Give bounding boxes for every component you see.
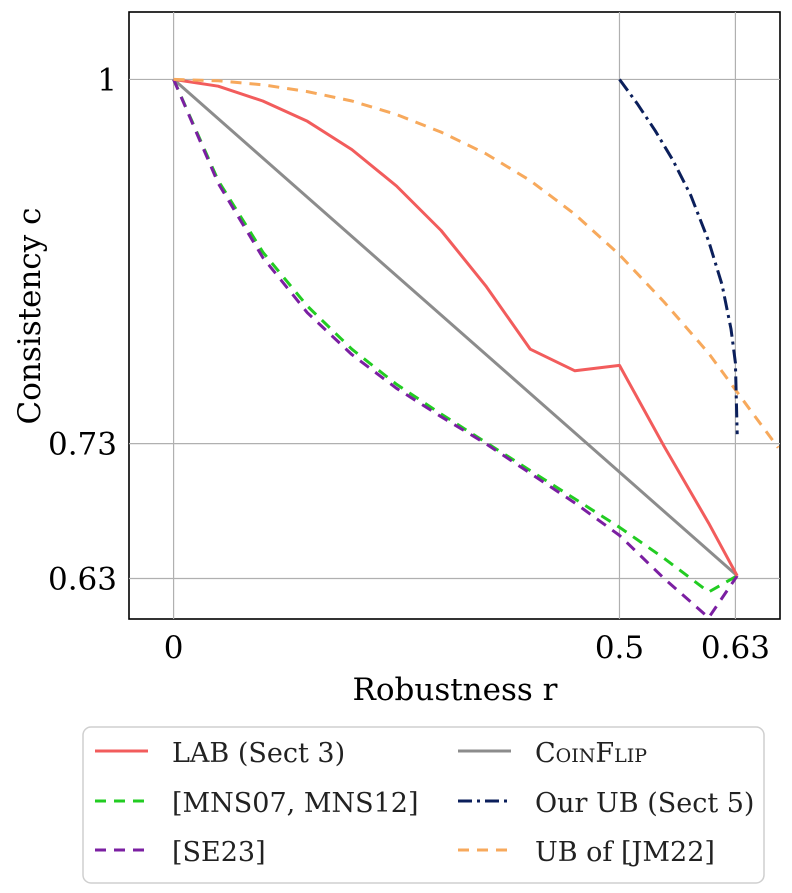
y-axis-label: Consistency c — [12, 208, 48, 425]
legend-label-lab-rest: (Sect 3) — [229, 738, 345, 769]
x-axis-label: Robustness r — [353, 672, 558, 708]
series-line-lab-sect-3 — [173, 77, 739, 577]
series-line-coinflip — [172, 78, 739, 577]
legend-label-lab: LAB (Sect 3) — [172, 738, 345, 769]
y-tick-label: 0.63 — [48, 562, 117, 598]
x-tick-label: 0.63 — [701, 630, 770, 666]
series-group — [172, 77, 780, 620]
legend-box — [82, 726, 765, 884]
legend: LAB (Sect 3) [MNS07, MNS12] [SE23] CoinF… — [82, 726, 765, 884]
x-tick-label: 0 — [164, 630, 184, 666]
x-tick-labels: 0 0.5 0.63 — [164, 630, 770, 666]
legend-label-ourub: Our UB (Sect 5) — [535, 788, 754, 819]
plot-frame — [128, 11, 781, 620]
y-tick-labels: 1 0.73 0.63 — [48, 62, 117, 597]
series-line-ub-of-jm22 — [173, 77, 780, 449]
legend-label-lab-main: LAB — [172, 738, 229, 769]
series-line-se23 — [172, 78, 739, 620]
legend-label-jm22: UB of [JM22] — [535, 837, 715, 868]
legend-label-mns: [MNS07, MNS12] — [172, 788, 418, 819]
legend-label-coinflip: CoinFlip — [535, 738, 647, 769]
series-line-our-ub-sect-5 — [618, 78, 739, 435]
x-tick-label: 0.5 — [595, 630, 644, 666]
y-tick-label: 1 — [97, 62, 117, 98]
grid-lines — [129, 12, 780, 619]
y-tick-label: 0.73 — [48, 427, 117, 463]
legend-label-se23: [SE23] — [172, 837, 266, 868]
series-line-mns07-mns12 — [172, 78, 738, 594]
